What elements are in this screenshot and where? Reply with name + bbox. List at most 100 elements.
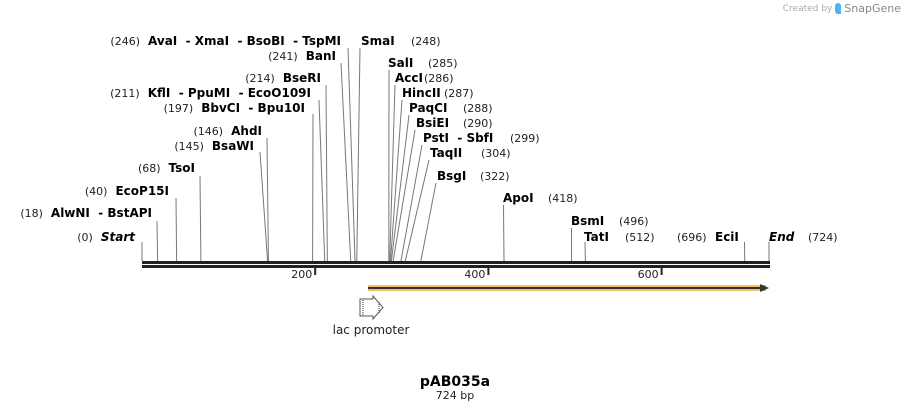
site-connector-line xyxy=(325,84,328,262)
site-name: EcoP15I xyxy=(115,184,169,198)
site-name: BbvCI - Bpu10I xyxy=(201,101,305,115)
site-end[interactable]: End (724) xyxy=(768,230,838,261)
credit-brand: SnapGene xyxy=(844,2,901,15)
site-name: PaqCI xyxy=(409,101,447,115)
site-name: AhdI xyxy=(231,124,262,138)
site-name: End xyxy=(769,230,795,244)
site-position: (418) xyxy=(548,192,578,205)
site-bsgi[interactable]: BsgI (322) xyxy=(420,169,510,262)
site-name: PstI - SbfI xyxy=(423,131,493,145)
site-position: (304) xyxy=(481,147,511,160)
site-connector-line xyxy=(392,129,416,262)
lac-promoter-feature[interactable]: lac promoter xyxy=(333,294,410,337)
site-position: (246) xyxy=(110,35,140,48)
site-name: AvaI - XmaI - BsoBI - TspMI xyxy=(148,34,341,48)
snapgene-logo-icon xyxy=(835,3,842,14)
orf-feature[interactable] xyxy=(368,284,769,292)
site-connector-line xyxy=(404,159,430,262)
site-bani[interactable]: BanI (241) xyxy=(268,49,352,262)
site-bseri[interactable]: BseRI (214) xyxy=(245,71,328,262)
site-avai[interactable]: AvaI - XmaI - BsoBI - TspMI (246) xyxy=(110,34,356,262)
site-bsiei[interactable]: BsiEI (290) xyxy=(392,116,493,262)
site-position: (724) xyxy=(808,231,838,244)
backbone-bottom-strand xyxy=(142,265,770,268)
map-title: pAB035a xyxy=(420,374,490,390)
site-connector-line xyxy=(347,47,356,262)
site-apoi[interactable]: ApoI (418) xyxy=(503,191,578,262)
tick-label: 200 xyxy=(291,268,312,281)
map-length: 724 bp xyxy=(436,389,474,402)
site-position: (146) xyxy=(194,125,224,138)
site-connector-line xyxy=(400,144,423,262)
site-psti[interactable]: PstI - SbfI (299) xyxy=(400,131,540,262)
site-hincii[interactable]: HincII (287) xyxy=(390,86,474,262)
site-ecii[interactable]: EciI (696) xyxy=(677,230,746,262)
site-alwni[interactable]: AlwNI - BstAPI (18) xyxy=(20,206,159,262)
site-tsoi[interactable]: TsoI (68) xyxy=(138,161,202,262)
site-name: Start xyxy=(101,230,136,244)
site-position: (248) xyxy=(411,35,441,48)
site-connector-line xyxy=(420,182,437,262)
site-connector-line xyxy=(156,220,159,262)
restriction-sites: Start (0) AlwNI - BstAPI (18) EcoP15I (40) Tso… xyxy=(20,34,838,262)
snapgene-credit: Created by SnapGene xyxy=(783,2,901,15)
site-connector-line xyxy=(390,99,403,262)
site-connector-line xyxy=(175,197,178,262)
site-position: (68) xyxy=(138,162,161,175)
site-name: AccI xyxy=(395,71,423,85)
site-connector-line xyxy=(356,47,361,262)
site-connector-line xyxy=(199,175,202,262)
site-position: (696) xyxy=(677,231,707,244)
site-taqii[interactable]: TaqII (304) xyxy=(404,146,511,262)
lac-promoter-label: lac promoter xyxy=(333,323,410,337)
site-position: (512) xyxy=(625,231,655,244)
promoter-arrow-icon xyxy=(359,294,384,321)
site-acci[interactable]: AccI (286) xyxy=(389,71,454,262)
site-position: (197) xyxy=(164,102,194,115)
site-connector-line xyxy=(389,84,396,262)
site-bbvci[interactable]: BbvCI - Bpu10I (197) xyxy=(164,101,314,262)
ruler-ticks: 200 400 600 xyxy=(291,268,663,281)
site-tati[interactable]: TatI (512) xyxy=(584,230,655,262)
tick-label: 400 xyxy=(464,268,485,281)
site-bsawi[interactable]: BsaWI (145) xyxy=(174,139,269,262)
site-bsmi[interactable]: BsmI (496) xyxy=(571,214,649,262)
site-ecop15i[interactable]: EcoP15I (40) xyxy=(85,184,178,262)
site-position: (286) xyxy=(424,72,454,85)
site-position: (322) xyxy=(480,170,510,183)
site-name: BseRI xyxy=(283,71,321,85)
site-ahdi[interactable]: AhdI (146) xyxy=(194,124,269,262)
site-name: EciI xyxy=(715,230,739,244)
site-paqci[interactable]: PaqCI (288) xyxy=(390,101,493,262)
site-position: (0) xyxy=(77,231,93,244)
site-name: BsmI xyxy=(571,214,604,228)
site-name: BsgI xyxy=(437,169,466,183)
site-connector-line xyxy=(318,99,326,262)
backbone-top-strand xyxy=(142,261,770,264)
site-name: BanI xyxy=(306,49,336,63)
site-name: SmaI xyxy=(361,34,395,48)
site-position: (145) xyxy=(174,140,204,153)
site-name: ApoI xyxy=(503,191,534,205)
site-position: (288) xyxy=(463,102,493,115)
site-position: (18) xyxy=(20,207,43,220)
site-position: (214) xyxy=(245,72,275,85)
site-start[interactable]: Start (0) xyxy=(77,230,143,261)
site-position: (496) xyxy=(619,215,649,228)
site-name: TatI xyxy=(584,230,609,244)
site-kfli[interactable]: KflI - PpuMI - EcoO109I (211) xyxy=(110,86,326,262)
credit-prefix: Created by xyxy=(782,3,833,14)
site-position: (287) xyxy=(444,87,474,100)
site-position: (40) xyxy=(85,185,108,198)
site-name: TaqII xyxy=(430,146,462,160)
site-position: (211) xyxy=(110,87,140,100)
site-connector-line xyxy=(266,137,269,262)
site-position: (241) xyxy=(268,50,298,63)
site-smai[interactable]: SmaI (248) xyxy=(356,34,441,262)
site-sali[interactable]: SalI (285) xyxy=(388,56,458,262)
site-name: AlwNI - BstAPI xyxy=(51,206,152,220)
site-position: (285) xyxy=(428,57,458,70)
site-position: (290) xyxy=(463,117,493,130)
site-name: BsaWI xyxy=(212,139,254,153)
